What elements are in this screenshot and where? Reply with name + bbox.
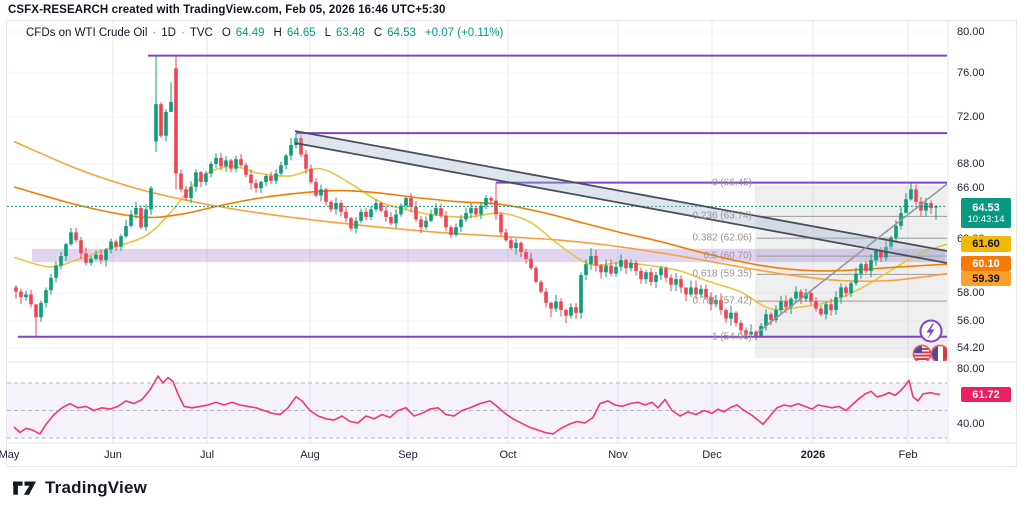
time-axis-label-dec: Dec <box>702 449 722 461</box>
close-label: C <box>373 27 383 39</box>
time-axis-label-nov: Nov <box>608 449 628 461</box>
rsi-line <box>13 375 941 435</box>
fib-level-label: 1 (54.96) <box>711 331 752 343</box>
time-axis-label-jul: Jul <box>199 449 215 461</box>
open-value: 64.49 <box>235 27 265 39</box>
tradingview-logo-icon <box>13 481 36 495</box>
ascending-trendline[interactable] <box>756 183 947 334</box>
price-axis-tick: 54.20 <box>957 342 985 354</box>
ma-slow-line <box>13 140 947 283</box>
last-price-badge: 64.53 10:43:14 <box>961 198 1011 228</box>
fib-level-label: 0.382 (62.06) <box>692 232 753 244</box>
supply-zone-band <box>32 248 945 263</box>
low-label: L <box>324 27 332 39</box>
high-label: H <box>273 27 282 39</box>
highlight-box <box>755 185 947 358</box>
ma-fast-price-badge: 61.60 <box>961 236 1011 252</box>
low-value: 63.48 <box>336 27 365 39</box>
symbol-exchange: TVC <box>189 27 213 39</box>
rsi-pane[interactable] <box>7 375 947 439</box>
fib-level-label: 0.236 (63.74) <box>692 210 753 222</box>
time-axis-label-sep: Sep <box>398 449 418 461</box>
chart-frame <box>6 20 1017 467</box>
price-axis-tick: 56.00 <box>957 315 985 327</box>
us-flag-event-icon[interactable] <box>912 344 932 362</box>
time-axis-label-2026: 2026 <box>800 449 826 461</box>
price-axis-tick: 68.00 <box>957 158 985 170</box>
tradingview-footer[interactable]: TradingView <box>12 478 147 498</box>
ma-mid-price-badge: 60.10 <box>961 256 1011 271</box>
close-value: 64.53 <box>387 27 416 39</box>
time-axis-label-oct: Oct <box>499 449 517 461</box>
eu-flag-event-icon[interactable] <box>930 344 948 362</box>
price-axis-tick: 72.00 <box>957 111 985 123</box>
open-label: O <box>221 27 231 39</box>
fib-level-label: 0.5 (60.70) <box>703 250 752 262</box>
rsi-value-badge: 61.72 <box>961 387 1011 402</box>
lightning-icon <box>926 323 935 339</box>
grid <box>7 21 947 443</box>
fib-level-label: 0.618 (59.35) <box>692 268 753 280</box>
tradingview-wordmark: TradingView <box>45 478 148 497</box>
ma-fast-line <box>13 165 947 311</box>
legend-separator: · <box>152 27 157 39</box>
ma-slow-price-badge: 59.39 <box>961 271 1011 286</box>
legend-separator: · <box>180 27 185 39</box>
symbol-name: CFDs on WTI Crude Oil <box>26 27 148 39</box>
time-axis-label-jun: Jun <box>104 449 122 461</box>
candles <box>14 55 938 341</box>
price-axis-tick: 58.00 <box>957 287 985 299</box>
ma-mid-line <box>13 186 947 272</box>
price-axis-tick: 76.00 <box>957 67 985 79</box>
fib-level-label: 0.786 (57.42) <box>692 295 753 307</box>
price-axis-tick: 66.00 <box>957 182 985 194</box>
price-pane[interactable] <box>7 54 949 363</box>
descending-channel[interactable] <box>295 131 947 263</box>
symbol-legend: CFDs on WTI Crude Oil · 1D · TVC O 64.49… <box>26 27 503 39</box>
rsi-axis-tick: 40.00 <box>957 418 985 430</box>
snapshot-header: CSFX-RESEARCH created with TradingView.c… <box>8 4 446 16</box>
time-axis-label-aug: Aug <box>300 449 320 461</box>
fib-level-label: 0 (66.45) <box>711 177 752 189</box>
price-axis-tick: 80.00 <box>957 26 985 38</box>
change-value: +0.07 (+0.11%) <box>424 27 504 39</box>
rsi-axis-tick: 80.00 <box>957 363 985 375</box>
symbol-interval: 1D <box>161 27 176 39</box>
high-value: 64.65 <box>286 27 316 39</box>
time-axis-label-feb: Feb <box>898 449 918 461</box>
time-axis-label-may: May <box>0 449 20 461</box>
